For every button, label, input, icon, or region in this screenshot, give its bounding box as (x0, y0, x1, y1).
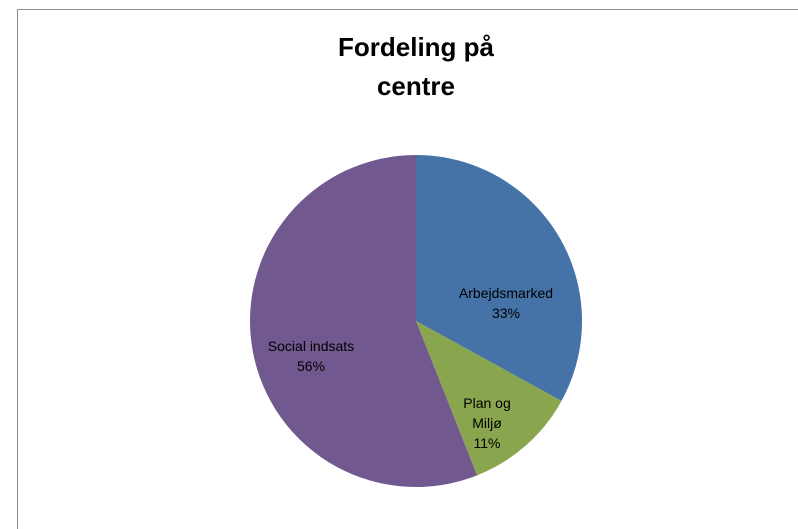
slice-value: 11% (473, 435, 501, 451)
slice-name: Plan og Miljø (463, 395, 511, 431)
data-label: Arbejdsmarked 33% (456, 283, 556, 323)
data-label: Plan og Miljø 11% (447, 393, 527, 453)
pie-slice (416, 155, 582, 401)
pie-slice (416, 321, 562, 476)
slice-name: Arbejdsmarked (458, 285, 554, 301)
slice-name: Social indsats (267, 338, 355, 354)
pie-slice (250, 155, 478, 487)
chart-frame (17, 9, 798, 529)
slice-value: 56% (296, 358, 326, 374)
data-label: Social indsats 56% (241, 336, 381, 376)
chart-title: Fordeling på centre (338, 32, 494, 101)
slice-value: 33% (491, 305, 521, 321)
